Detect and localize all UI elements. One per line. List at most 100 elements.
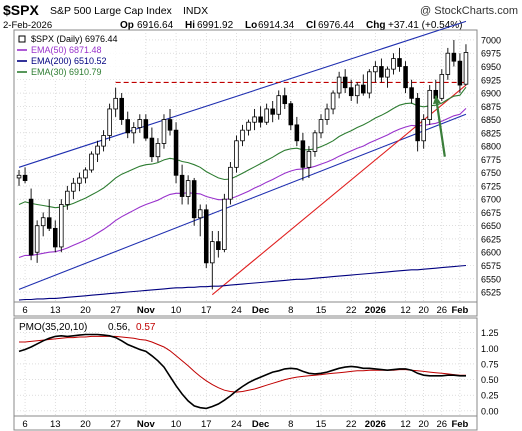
candle-body-up bbox=[439, 74, 445, 99]
candle-body-down bbox=[46, 217, 52, 229]
x-tick-label: 20 bbox=[80, 419, 91, 430]
candle bbox=[59, 199, 64, 253]
candle bbox=[379, 58, 384, 83]
high-label: Hi bbox=[185, 20, 195, 31]
candle-body-down bbox=[415, 97, 420, 142]
candle-body-down bbox=[203, 209, 209, 264]
candle bbox=[282, 87, 288, 109]
candle bbox=[361, 74, 366, 96]
candle bbox=[385, 66, 390, 88]
candle bbox=[318, 114, 324, 139]
candle bbox=[300, 132, 306, 181]
candle-body-down bbox=[191, 180, 197, 219]
price-tick-label: 6675 bbox=[481, 208, 501, 218]
candle bbox=[131, 122, 137, 144]
candle-body-down bbox=[379, 66, 384, 78]
candle-body-up bbox=[210, 241, 215, 264]
candle bbox=[367, 69, 372, 99]
legend-background bbox=[16, 33, 144, 79]
candle bbox=[34, 220, 40, 263]
candle bbox=[216, 231, 221, 258]
watermark: @ StockCharts.com bbox=[420, 5, 518, 17]
candle bbox=[125, 111, 131, 139]
x-tick-label: 20 bbox=[80, 305, 91, 316]
candle-body-up bbox=[463, 52, 469, 85]
candle bbox=[107, 103, 112, 141]
candle-body-down bbox=[258, 116, 263, 123]
candle bbox=[312, 130, 318, 157]
x-tick-label: 24 bbox=[231, 305, 242, 316]
candle bbox=[197, 204, 203, 237]
pmo-tick-label: 0.75 bbox=[481, 359, 499, 369]
price-tick-label: 6875 bbox=[481, 102, 501, 112]
close-label: Cl bbox=[306, 20, 316, 31]
candle bbox=[185, 175, 191, 205]
candle bbox=[391, 53, 396, 75]
channel-upper-line bbox=[18, 20, 467, 168]
candle bbox=[354, 82, 360, 104]
candle bbox=[276, 90, 282, 120]
candle bbox=[173, 122, 179, 184]
high-value: 6991.92 bbox=[197, 20, 234, 31]
pmo-legend: PMO(35,20,10) 0.56, 0.57 bbox=[19, 322, 156, 333]
candle bbox=[179, 164, 185, 205]
candle-body-up bbox=[427, 89, 432, 120]
candle-body-down bbox=[167, 119, 173, 131]
chart-header: $SPX S&P 500 Large Cap Index INDX @ Stoc… bbox=[3, 2, 518, 31]
candle bbox=[342, 69, 348, 94]
date-axis-strip-bottom bbox=[13, 415, 478, 431]
candle-body-up bbox=[385, 68, 390, 78]
x-tick-label: 27 bbox=[110, 305, 121, 316]
candle-body-up bbox=[40, 217, 46, 227]
pmo-label: PMO(35,20,10) bbox=[19, 322, 87, 333]
pmo-signal-value: 0.57 bbox=[136, 322, 156, 333]
pmo-tick-label: 0.00 bbox=[481, 406, 499, 416]
pmo-tick-label: 1.00 bbox=[481, 344, 499, 354]
candle-body-up bbox=[228, 166, 233, 200]
candle bbox=[228, 162, 233, 205]
candle bbox=[119, 93, 124, 125]
x-tick-label: 2026 bbox=[365, 305, 386, 316]
x-tick-label: 17 bbox=[201, 305, 212, 316]
price-tick-label: 6850 bbox=[481, 115, 501, 125]
candle-body-down bbox=[282, 95, 288, 105]
candle-body-up bbox=[330, 92, 336, 110]
x-tick-label: Dec bbox=[252, 305, 269, 316]
candle bbox=[439, 69, 445, 101]
open-label: Op bbox=[120, 20, 134, 31]
candle-body-down bbox=[52, 227, 58, 248]
candle bbox=[161, 114, 167, 149]
price-tick-label: 6825 bbox=[481, 128, 501, 138]
candle-body-up bbox=[107, 108, 112, 136]
pmo-value: 0.56, bbox=[108, 322, 130, 333]
candle bbox=[149, 127, 155, 163]
chart-date: 2-Feb-2026 bbox=[3, 20, 52, 31]
candle bbox=[65, 185, 70, 210]
candle-body-down bbox=[28, 198, 34, 256]
change-value: +37.41 (+0.54%) bbox=[388, 20, 463, 31]
x-tick-label: 8 bbox=[288, 305, 293, 316]
x-tick-label: 10 bbox=[171, 419, 182, 430]
pmo-line bbox=[18, 333, 466, 410]
candle bbox=[210, 231, 215, 290]
channel-lower-line bbox=[18, 113, 467, 290]
candle-body-up bbox=[137, 119, 143, 128]
x-tick-label: 13 bbox=[50, 419, 61, 430]
x-tick-label: 15 bbox=[316, 305, 327, 316]
x-tick-label: Nov bbox=[137, 305, 156, 316]
candle-body-up bbox=[234, 140, 239, 168]
price-tick-label: 6700 bbox=[481, 195, 501, 205]
candle-body-up bbox=[77, 177, 82, 184]
candle-body-down bbox=[457, 60, 463, 86]
candle-body-up bbox=[324, 108, 330, 120]
candle bbox=[264, 103, 269, 125]
candle bbox=[246, 119, 251, 136]
candle-body-up bbox=[222, 198, 227, 250]
candle-body-up bbox=[354, 84, 360, 97]
candle bbox=[167, 108, 173, 136]
price-tick-label: 6575 bbox=[481, 261, 501, 271]
price-tick-label: 7000 bbox=[481, 35, 501, 45]
candle bbox=[222, 193, 227, 253]
